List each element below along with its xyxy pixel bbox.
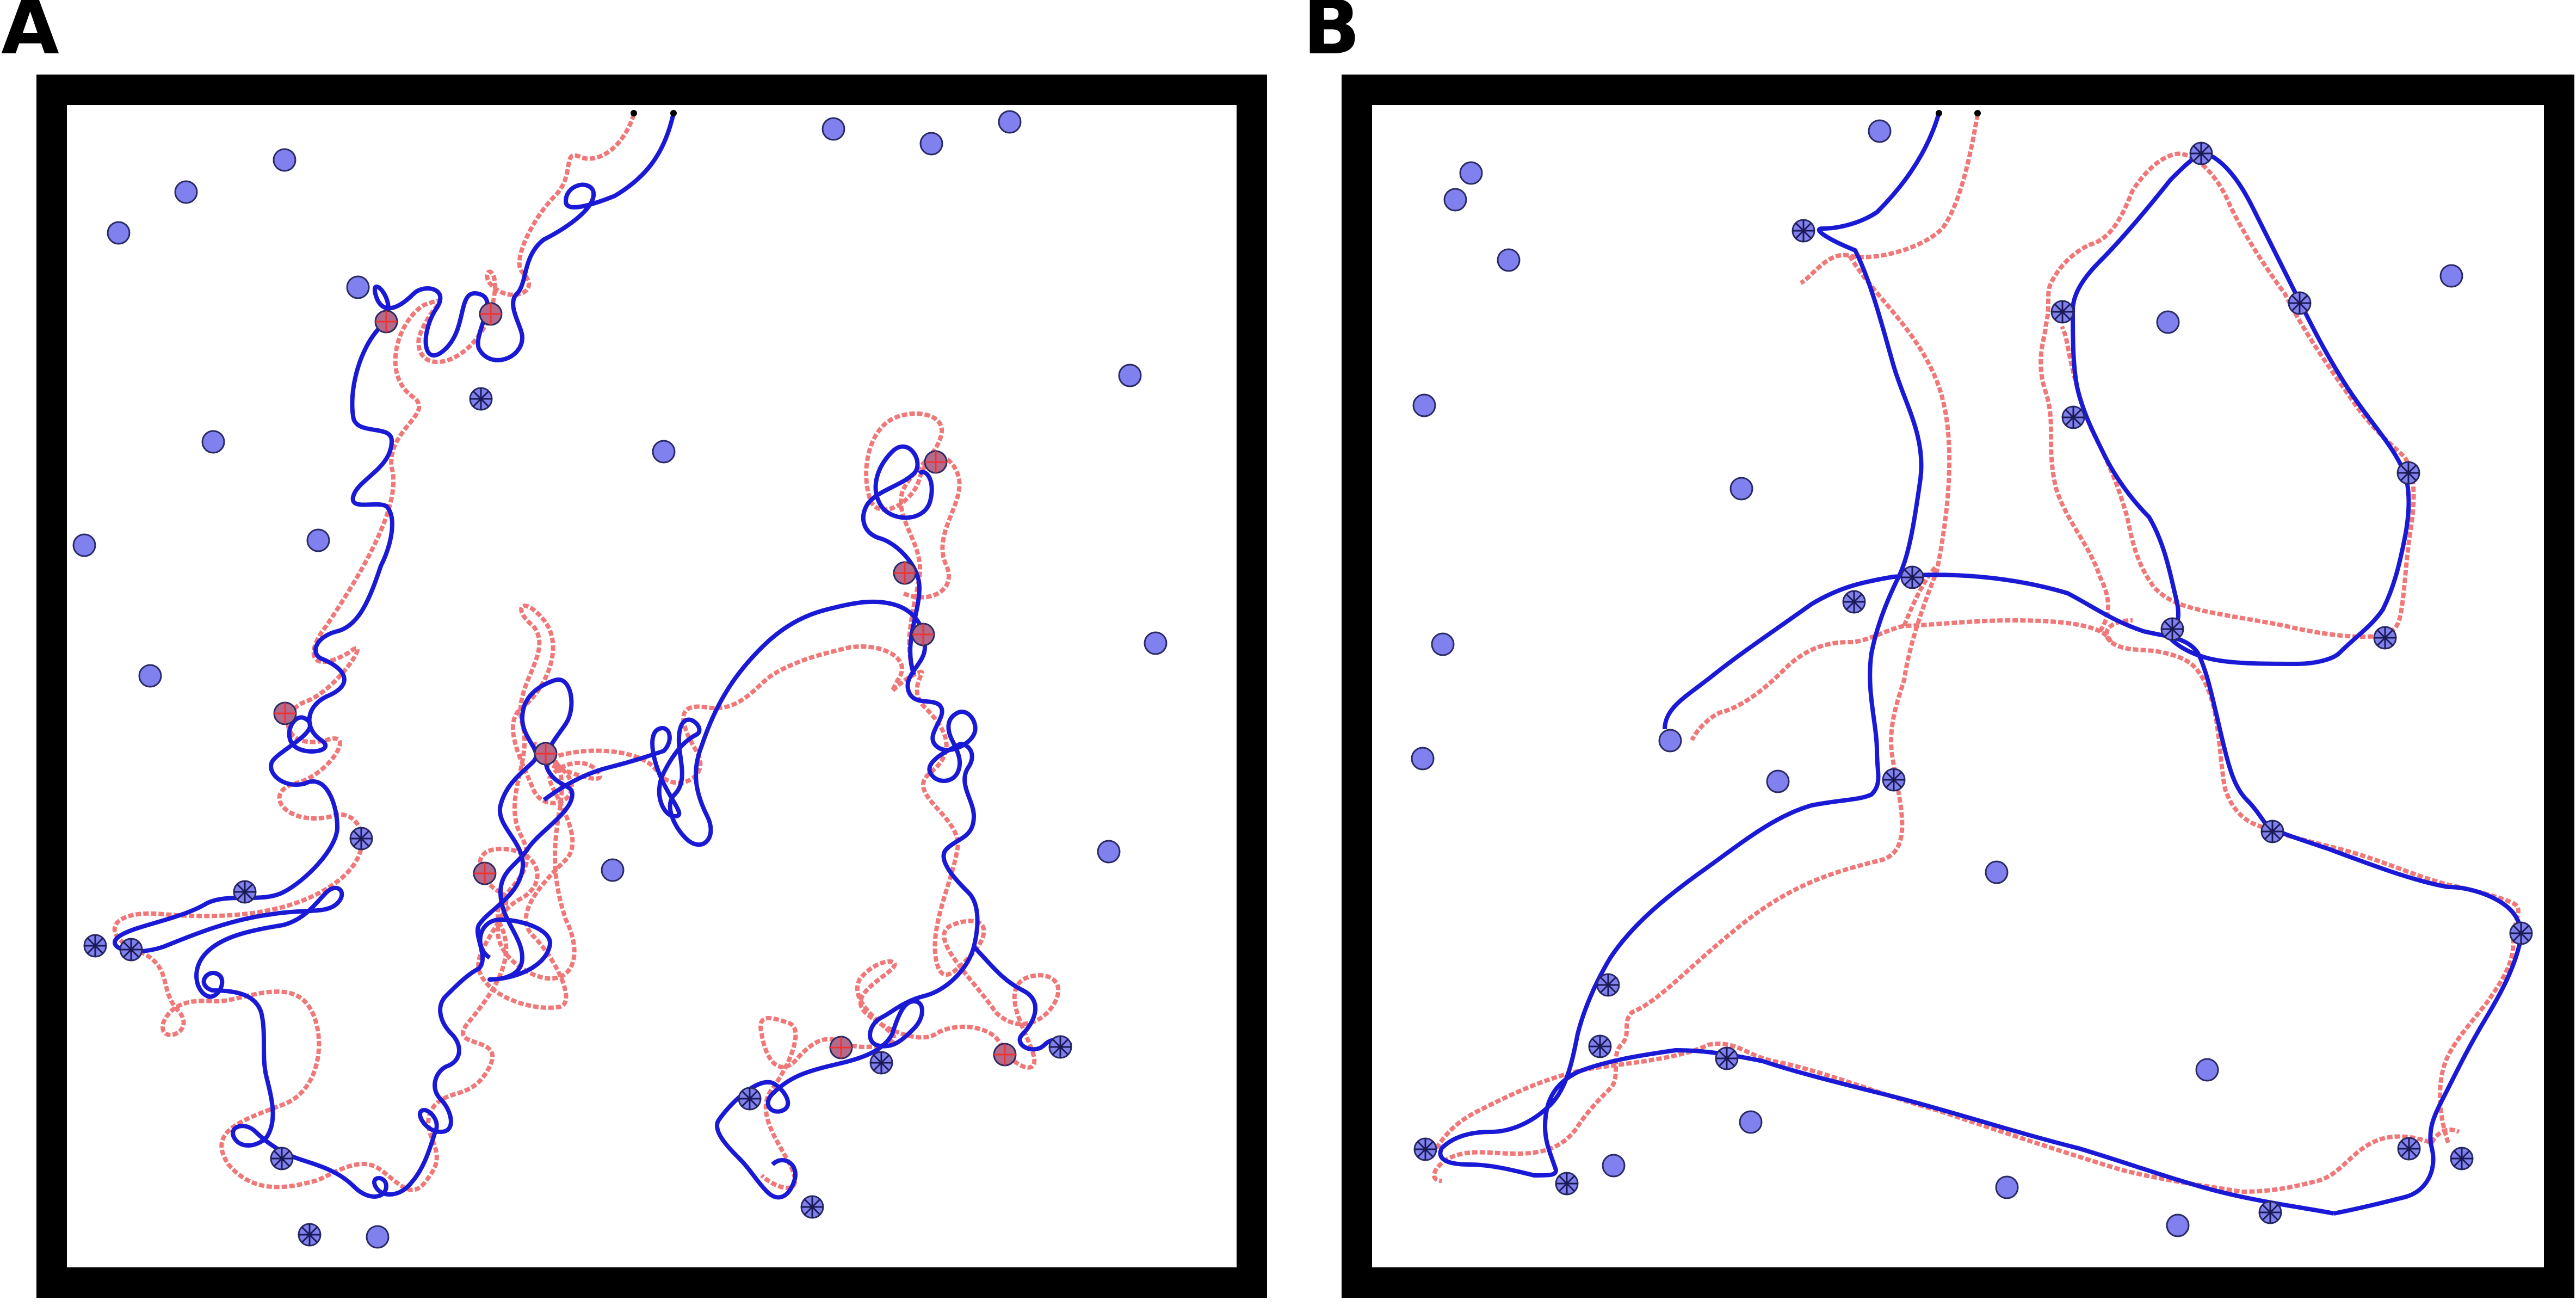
visited-targets-a bbox=[83, 302, 1072, 1247]
start-marker-a-2 bbox=[670, 110, 677, 116]
path-red-a bbox=[112, 113, 1061, 1192]
arena-frame-b bbox=[1342, 75, 2574, 1298]
panel-b bbox=[1342, 75, 2574, 1298]
start-marker-b-1 bbox=[1936, 110, 1942, 116]
path-red-b bbox=[1432, 114, 2521, 1194]
targets-a bbox=[72, 110, 1167, 1249]
panel-a bbox=[36, 75, 1267, 1298]
arena-frame-a bbox=[36, 75, 1267, 1298]
start-marker-b-2 bbox=[1974, 110, 1981, 116]
path-blue-a bbox=[113, 113, 1072, 1200]
visited-targets-b bbox=[1413, 141, 2533, 1224]
panel-label-a: A bbox=[1, 0, 59, 71]
start-marker-a-1 bbox=[631, 110, 637, 116]
panel-label-b: B bbox=[1303, 0, 1361, 71]
path-blue-b bbox=[1438, 112, 2523, 1216]
